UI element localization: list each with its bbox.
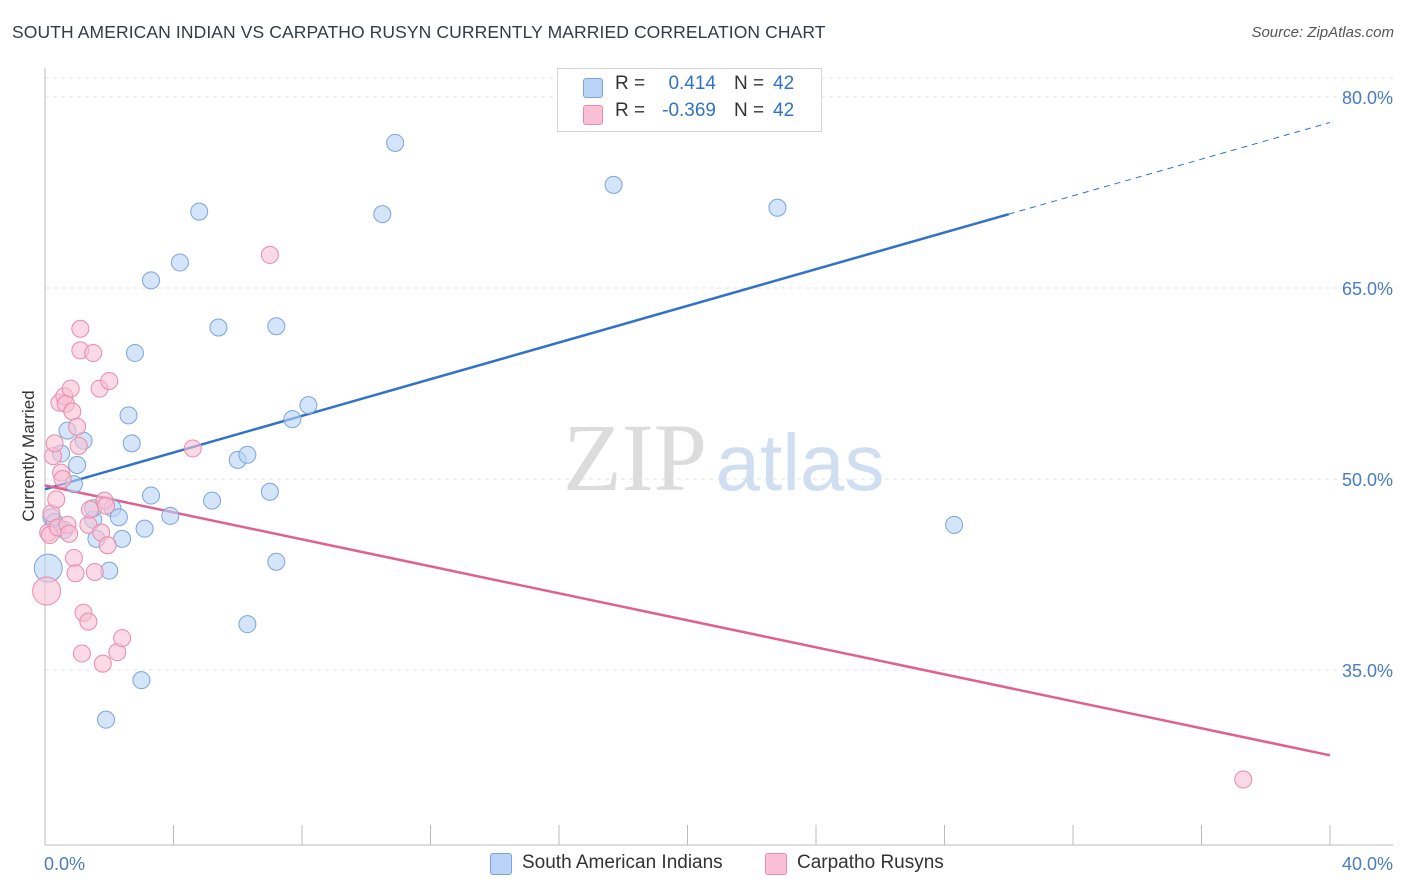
trend-line-extension — [1008, 121, 1331, 215]
point-south-american-indians — [238, 615, 257, 634]
point-south-american-indians — [135, 519, 154, 538]
point-south-american-indians — [386, 133, 405, 152]
point-carpatho-rusyns — [113, 629, 132, 648]
point-carpatho-rusyns — [85, 562, 104, 581]
legend-label: South American Indians — [522, 852, 723, 873]
point-carpatho-rusyns — [66, 564, 85, 583]
point-carpatho-rusyns — [80, 500, 99, 519]
legend-row-blue: R = 0.414 N = 42 — [558, 73, 821, 101]
point-south-american-indians — [203, 491, 222, 510]
watermark-atlas: atlas — [716, 418, 885, 507]
tick-labels: 35.0% 50.0% 65.0% 80.0% 0.0% 40.0% — [44, 88, 1393, 874]
point-south-american-indians — [604, 175, 623, 194]
legend-r-label: R = — [615, 100, 646, 121]
trend-line-south-american-indians — [44, 212, 1010, 491]
point-south-american-indians — [97, 710, 116, 729]
legend-n-label: N = — [734, 100, 765, 121]
point-south-american-indians — [119, 406, 138, 425]
legend-r-value: 0.414 — [668, 73, 716, 94]
legend-swatch-pink — [765, 853, 787, 875]
y-tick-label: 65.0% — [1342, 279, 1393, 299]
legend-label: Carpatho Rusyns — [797, 852, 944, 873]
legend-n-label: N = — [734, 73, 765, 94]
point-carpatho-rusyns — [1234, 770, 1253, 789]
legend-swatch-blue — [490, 853, 512, 875]
y-axis-label: Currently Married — [19, 390, 38, 521]
legend-r-value: -0.369 — [662, 100, 716, 121]
point-carpatho-rusyns — [72, 644, 91, 663]
watermark-zip: ZIP — [563, 404, 707, 511]
point-south-american-indians — [125, 343, 144, 362]
point-carpatho-rusyns — [71, 319, 90, 338]
correlation-legend: R = 0.414 N = 42 R = -0.369 N = 42 — [557, 68, 822, 132]
point-carpatho-rusyns — [93, 654, 112, 673]
point-carpatho-rusyns — [84, 343, 103, 362]
point-south-american-indians — [267, 317, 286, 336]
point-south-american-indians — [238, 445, 257, 464]
point-carpatho-rusyns — [64, 548, 83, 567]
point-south-american-indians — [170, 253, 189, 272]
point-carpatho-rusyns — [100, 371, 119, 390]
point-south-american-indians — [68, 455, 87, 474]
legend-n-value: 42 — [773, 73, 795, 94]
legend-swatch-pink — [583, 105, 603, 125]
x-tick-label: 0.0% — [44, 854, 85, 874]
legend-swatch-blue — [583, 78, 603, 98]
grid-lines — [45, 77, 1393, 671]
point-carpatho-rusyns — [53, 470, 72, 488]
point-south-american-indians — [299, 396, 318, 415]
point-carpatho-rusyns — [32, 576, 62, 606]
point-carpatho-rusyns — [79, 612, 98, 631]
point-south-american-indians — [768, 198, 787, 217]
point-carpatho-rusyns — [69, 436, 88, 455]
point-carpatho-rusyns — [61, 379, 80, 398]
point-south-american-indians — [109, 508, 128, 527]
point-carpatho-rusyns — [68, 417, 87, 436]
point-south-american-indians — [283, 410, 302, 429]
legend-row-pink: R = -0.369 N = 42 — [558, 100, 821, 128]
point-carpatho-rusyns — [97, 496, 116, 515]
legend-n-value: 42 — [773, 100, 795, 121]
source-credit: Source: ZipAtlas.com — [1251, 24, 1394, 41]
point-south-american-indians — [122, 434, 141, 453]
point-carpatho-rusyns — [183, 439, 202, 458]
y-tick-label: 50.0% — [1342, 470, 1393, 490]
point-south-american-indians — [209, 318, 228, 337]
point-carpatho-rusyns — [260, 245, 279, 264]
legend-r-label: R = — [615, 73, 646, 94]
trend-lines — [44, 121, 1331, 757]
point-carpatho-rusyns — [98, 536, 117, 555]
point-carpatho-rusyns — [45, 434, 64, 453]
point-south-american-indians — [142, 486, 161, 505]
point-south-american-indians — [190, 202, 209, 221]
trend-line-carpatho-rusyns — [44, 484, 1331, 757]
y-tick-label: 80.0% — [1342, 88, 1393, 108]
point-south-american-indians — [945, 515, 964, 534]
point-south-american-indians — [161, 506, 180, 525]
point-carpatho-rusyns — [60, 524, 79, 543]
chart-title: SOUTH AMERICAN INDIAN VS CARPATHO RUSYN … — [12, 22, 826, 42]
data-points — [32, 133, 1253, 789]
point-south-american-indians — [373, 205, 392, 224]
point-carpatho-rusyns — [47, 490, 66, 509]
point-south-american-indians — [267, 552, 286, 571]
point-south-american-indians — [260, 482, 279, 501]
x-tick-label: 40.0% — [1342, 854, 1393, 874]
point-south-american-indians — [132, 671, 151, 690]
point-carpatho-rusyns — [63, 402, 82, 421]
point-south-american-indians — [142, 271, 161, 290]
watermark: ZIP atlas — [563, 404, 884, 511]
y-tick-label: 35.0% — [1342, 661, 1393, 681]
